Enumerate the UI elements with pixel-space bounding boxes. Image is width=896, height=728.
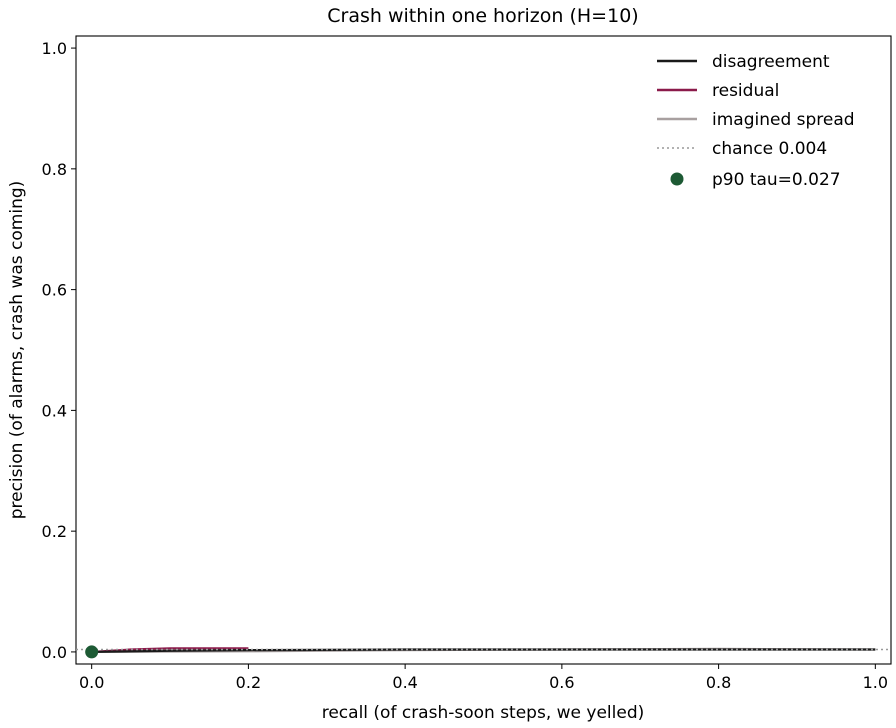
- x-axis-label: recall (of crash-soon steps, we yelled): [322, 703, 645, 723]
- y-tick-label: 0.8: [42, 160, 67, 179]
- y-tick-label: 1.0: [42, 39, 67, 58]
- x-tick-label: 0.0: [79, 673, 104, 692]
- legend-label: disagreement: [712, 52, 830, 72]
- series-layer: [76, 647, 891, 654]
- marker-point: [85, 645, 99, 659]
- chart-title: Crash within one horizon (H=10): [327, 5, 638, 27]
- x-tick-label: 1.0: [863, 673, 888, 692]
- y-tick-label: 0.2: [42, 522, 67, 541]
- legend-label: residual: [712, 81, 779, 101]
- y-tick-label: 0.6: [42, 281, 67, 300]
- legend-label: chance 0.004: [712, 139, 827, 159]
- legend-label: imagined spread: [712, 110, 855, 130]
- legend: disagreement residual imagined spread chanc…: [657, 52, 855, 190]
- x-tick-label: 0.4: [392, 673, 417, 692]
- series-line-residual: [91, 647, 249, 654]
- legend-marker: [670, 172, 684, 186]
- legend-label: p90 tau=0.027: [712, 170, 841, 190]
- axes-frame: [75, 35, 892, 665]
- x-tick-label: 0.2: [236, 673, 261, 692]
- x-axis-ticks: 0.0 0.2 0.4 0.6 0.8 1.0: [79, 664, 888, 692]
- x-tick-label: 0.8: [706, 673, 731, 692]
- y-axis-ticks: 0.0 0.2 0.4 0.6 0.8 1.0: [42, 39, 76, 662]
- y-tick-label: 0.0: [42, 643, 67, 662]
- y-tick-label: 0.4: [42, 401, 67, 420]
- series-line-disagreement: [91, 648, 876, 654]
- plot-area: [75, 35, 892, 665]
- x-tick-label: 0.6: [549, 673, 574, 692]
- marker-layer: [85, 645, 99, 659]
- y-axis-label: precision (of alarms, crash was coming): [7, 181, 27, 520]
